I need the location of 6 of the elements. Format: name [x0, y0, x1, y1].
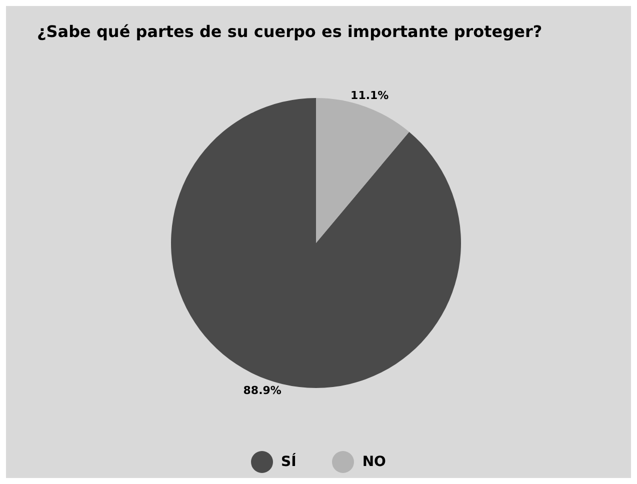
legend-label: NO	[362, 454, 386, 470]
chart-title: ¿Sabe qué partes de su cuerpo es importante proteger?	[37, 22, 542, 41]
legend-label: SÍ	[281, 454, 296, 470]
pie-slice	[316, 98, 410, 243]
data-label: 88.9%	[243, 384, 282, 398]
data-label: 11.1%	[350, 88, 389, 102]
